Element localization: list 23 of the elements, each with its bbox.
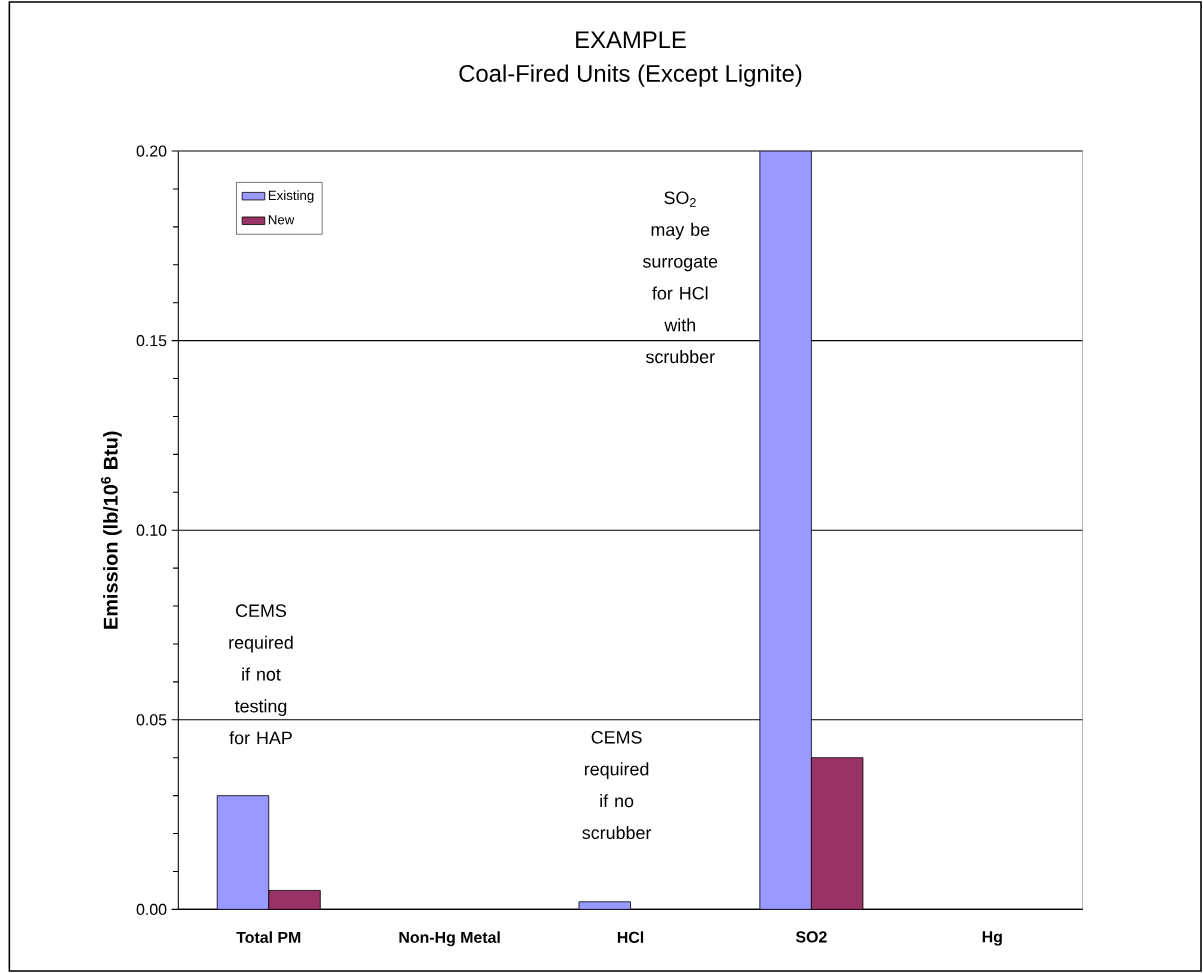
bar xyxy=(268,890,321,910)
bar xyxy=(216,795,270,910)
legend-label: New xyxy=(268,215,295,225)
x-tick-label: SO2 xyxy=(795,931,827,943)
annotation: CEMS required if not testing for HAP xyxy=(229,604,293,745)
text: SO$_{2}$ may be surrogate for HCl with scrubber xyxy=(642,191,718,364)
y-axis-title: Emission (lb/10$^{6}$ Btu) xyxy=(100,431,122,629)
x-tick-label: Hg xyxy=(982,931,1002,946)
y-tick-label: 0.15 xyxy=(136,335,167,347)
legend-label: Existing xyxy=(268,190,314,203)
x-tick-label: Total PM xyxy=(236,931,301,943)
bar xyxy=(578,901,631,910)
annotation: CEMS required if no scrubber xyxy=(582,730,652,840)
chart-subtitle: Coal-Fired Units (Except Lignite) xyxy=(459,64,802,87)
chart-title: EXAMPLE xyxy=(576,31,686,48)
y-tick-label: 0.10 xyxy=(136,524,167,536)
x-tick-label: HCl xyxy=(617,931,644,943)
bar xyxy=(811,757,864,910)
y-tick-label: 0.05 xyxy=(136,714,167,726)
bar xyxy=(759,151,812,910)
y-tick-label: 0.20 xyxy=(136,145,167,157)
x-tick-label: Non-Hg Metal xyxy=(399,931,500,947)
y-tick-label: 0.00 xyxy=(136,903,167,916)
